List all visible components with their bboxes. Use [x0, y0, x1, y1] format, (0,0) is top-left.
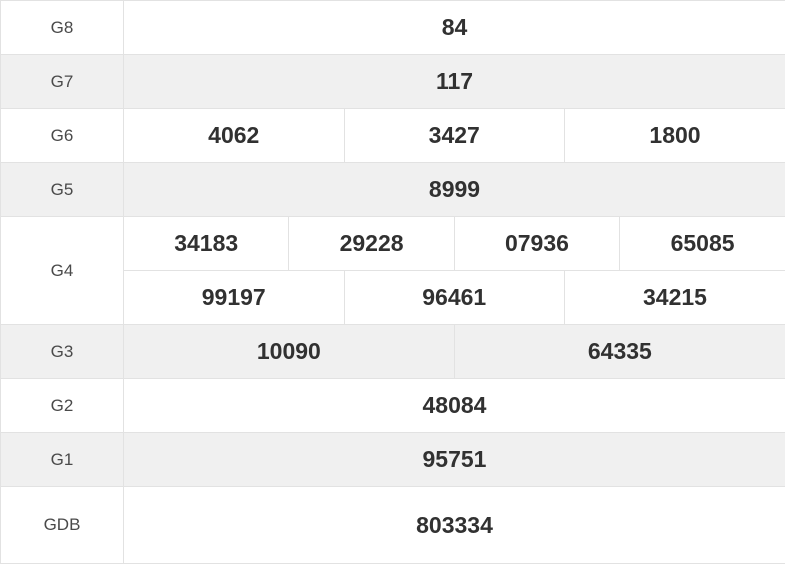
- row-g2: G2 48084: [1, 379, 785, 433]
- prize-value-g4-5: 99197: [124, 271, 345, 325]
- prize-label-g8: G8: [1, 1, 124, 55]
- prize-value-g4-1: 34183: [124, 217, 289, 271]
- prize-value-g1: 95751: [124, 433, 785, 487]
- prize-value-g4-6: 96461: [344, 271, 565, 325]
- prize-value-gdb: 803334: [124, 487, 785, 564]
- prize-value-g4-2: 29228: [289, 217, 454, 271]
- prize-label-g5: G5: [1, 163, 124, 217]
- prize-value-g4-4: 65085: [620, 217, 785, 271]
- prize-label-g2: G2: [1, 379, 124, 433]
- prize-label-gdb: GDB: [1, 487, 124, 564]
- row-g8: G8 84: [1, 1, 785, 55]
- prize-value-g3-2: 64335: [454, 325, 785, 379]
- row-g5: G5 8999: [1, 163, 785, 217]
- prize-label-g3: G3: [1, 325, 124, 379]
- prize-value-g7: 117: [124, 55, 785, 109]
- row-g1: G1 95751: [1, 433, 785, 487]
- row-g7: G7 117: [1, 55, 785, 109]
- prize-value-g8: 84: [124, 1, 785, 55]
- prize-value-g3-1: 10090: [124, 325, 455, 379]
- row-gdb: GDB 803334: [1, 487, 785, 564]
- prize-value-g6-3: 1800: [565, 109, 785, 163]
- prize-value-g5: 8999: [124, 163, 785, 217]
- prize-value-g2: 48084: [124, 379, 785, 433]
- row-g4-line1: G4 34183 29228 07936 65085: [1, 217, 785, 271]
- prize-label-g7: G7: [1, 55, 124, 109]
- row-g6: G6 4062 3427 1800: [1, 109, 785, 163]
- prize-label-g4-text: G4: [1, 244, 123, 297]
- prize-label-g1: G1: [1, 433, 124, 487]
- prize-value-g6-1: 4062: [124, 109, 345, 163]
- prize-value-g4-3: 07936: [454, 217, 619, 271]
- prize-label-g6: G6: [1, 109, 124, 163]
- prize-label-g4: G4: [1, 217, 124, 325]
- prize-value-g4-7: 34215: [565, 271, 785, 325]
- prize-value-g6-2: 3427: [344, 109, 565, 163]
- row-g3: G3 10090 64335: [1, 325, 785, 379]
